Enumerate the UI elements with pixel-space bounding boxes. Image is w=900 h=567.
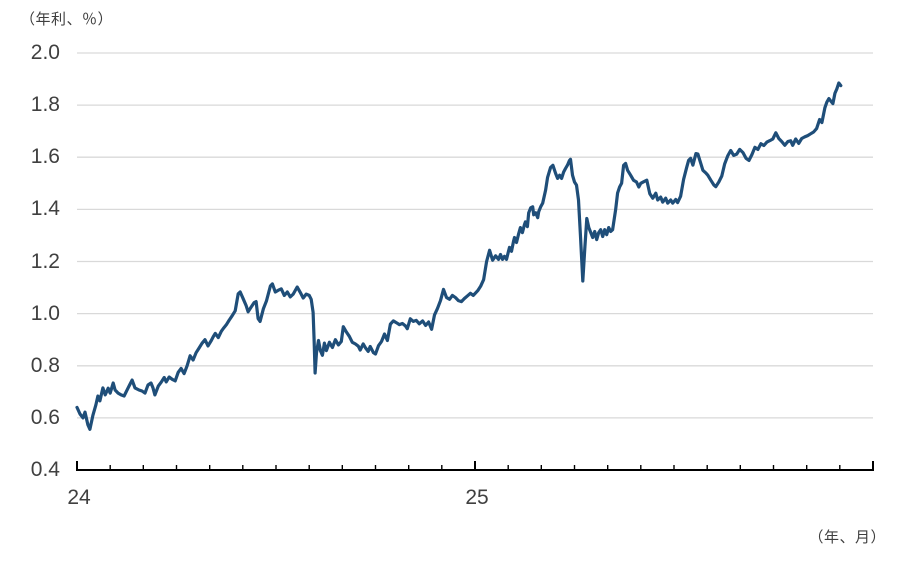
y-axis-tick-label: 0.6 <box>30 405 60 429</box>
y-axis-tick-label: 1.2 <box>30 249 60 273</box>
x-axis-year-label: 24 <box>67 486 91 509</box>
y-axis-tick-label: 1.0 <box>30 301 60 325</box>
y-axis-tick-label: 2.0 <box>30 41 60 64</box>
y-axis-tick-label: 0.8 <box>30 353 60 377</box>
x-axis-unit-label: （年、月） <box>808 529 886 546</box>
x-axis-year-label: 25 <box>465 486 489 509</box>
yield-line-series <box>75 81 843 431</box>
y-axis-tick-label: 1.6 <box>30 145 60 169</box>
y-axis-tick-label: 0.4 <box>30 458 60 481</box>
y-axis-tick-label: 1.8 <box>30 93 60 117</box>
y-axis-unit-label: （年利、％） <box>20 11 114 28</box>
y-axis-tick-label: 1.4 <box>30 197 60 221</box>
